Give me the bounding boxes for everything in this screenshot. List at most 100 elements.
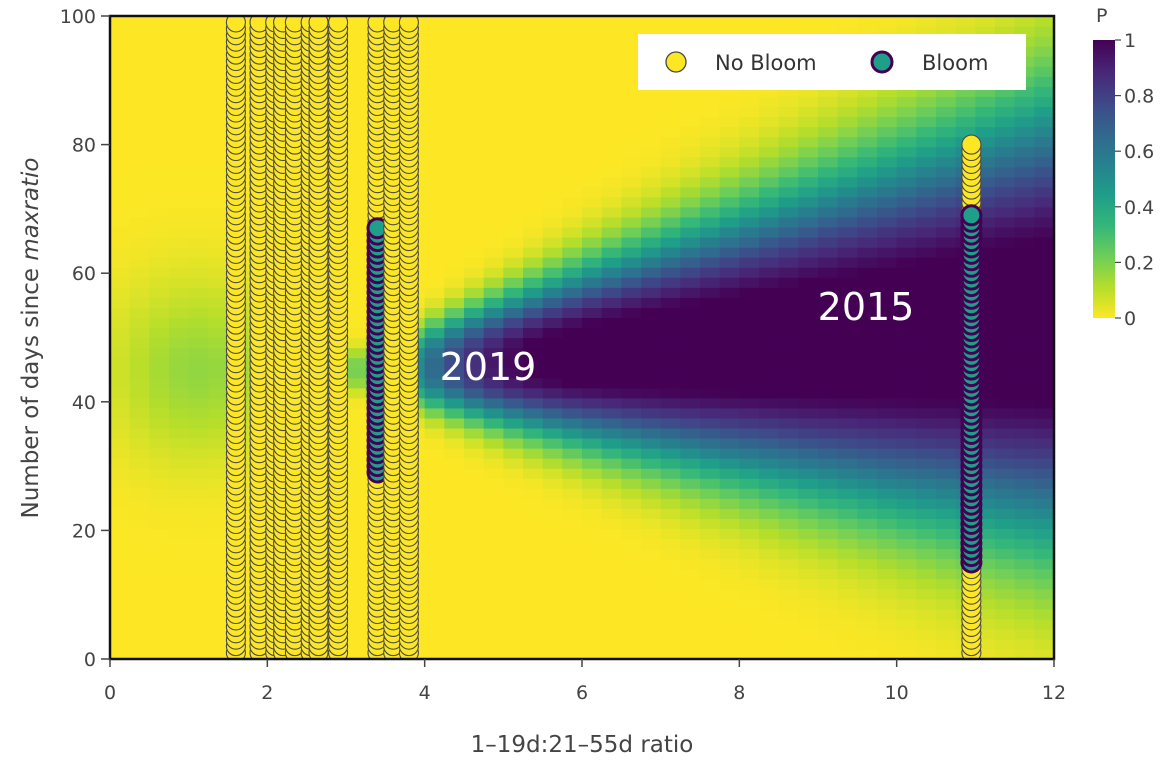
heatmap-cell: [601, 648, 622, 659]
heatmap-cell: [680, 468, 701, 479]
heatmap-cell: [936, 478, 957, 489]
heatmap-cell: [346, 26, 367, 37]
heatmap-cell: [582, 76, 603, 87]
heatmap-cell: [680, 297, 701, 308]
heatmap-cell: [759, 16, 780, 27]
heatmap-cell: [778, 237, 799, 248]
heatmap-cell: [641, 548, 662, 560]
heatmap-cell: [523, 387, 544, 399]
heatmap-cell: [660, 146, 681, 158]
heatmap-cell: [936, 237, 957, 248]
heatmap-cell: [149, 26, 170, 37]
heatmap-cell: [936, 558, 957, 570]
heatmap-cell: [700, 548, 721, 560]
heatmap-cell: [601, 377, 622, 389]
heatmap-cell: [601, 488, 622, 499]
heatmap-cell: [149, 478, 170, 489]
heatmap-cell: [916, 638, 937, 650]
heatmap-cell: [110, 156, 131, 168]
heatmap-cell: [975, 628, 996, 640]
heatmap-cell: [208, 46, 229, 57]
heatmap-cell: [857, 317, 878, 329]
heatmap-cell: [503, 317, 524, 329]
heatmap-cell: [169, 206, 190, 218]
heatmap-cell: [1034, 468, 1054, 479]
heatmap-cell: [837, 337, 858, 349]
heatmap-cell: [877, 317, 898, 329]
heatmap-cell: [542, 277, 563, 288]
heatmap-cell: [719, 558, 740, 570]
heatmap-cell: [562, 437, 583, 449]
heatmap-cell: [995, 237, 1016, 248]
heatmap-cell: [778, 216, 799, 228]
heatmap-cell: [1014, 297, 1035, 308]
heatmap-cell: [424, 287, 445, 298]
heatmap-cell: [818, 226, 839, 238]
heatmap-cell: [149, 598, 170, 610]
heatmap-cell: [601, 46, 622, 57]
heatmap-cell: [542, 417, 563, 429]
heatmap-cell: [719, 618, 740, 630]
heatmap-cell: [582, 136, 603, 148]
heatmap-cell: [1014, 498, 1035, 509]
heatmap-cell: [818, 96, 839, 108]
heatmap-cell: [837, 126, 858, 138]
heatmap-cell: [857, 648, 878, 659]
heatmap-cell: [1014, 347, 1035, 359]
heatmap-cell: [188, 478, 209, 489]
heatmap-cell: [601, 116, 622, 128]
annotation-2015: 2015: [818, 285, 915, 329]
heatmap-cell: [936, 156, 957, 168]
heatmap-cell: [424, 347, 445, 359]
heatmap-cell: [621, 337, 642, 349]
heatmap-cell: [346, 347, 367, 359]
heatmap-cell: [483, 56, 504, 67]
heatmap-cell: [346, 578, 367, 590]
heatmap-cell: [582, 287, 603, 298]
heatmap-cell: [916, 498, 937, 509]
heatmap-cell: [818, 488, 839, 499]
heatmap-cell: [483, 46, 504, 57]
heatmap-cell: [169, 417, 190, 429]
heatmap-cell: [818, 136, 839, 148]
heatmap-cell: [208, 176, 229, 188]
x-tick-label: 10: [885, 682, 909, 704]
heatmap-cell: [995, 528, 1016, 540]
heatmap-cell: [936, 247, 957, 258]
heatmap-cell: [660, 156, 681, 168]
heatmap-cell: [877, 196, 898, 208]
heatmap-cell: [857, 498, 878, 509]
heatmap-cell: [641, 156, 662, 168]
heatmap-cell: [582, 146, 603, 158]
heatmap-cell: [188, 518, 209, 529]
heatmap-cell: [975, 337, 996, 349]
heatmap-cell: [975, 498, 996, 509]
heatmap-cell: [857, 458, 878, 469]
heatmap-cell: [700, 488, 721, 499]
heatmap-cell: [916, 528, 937, 540]
heatmap-cell: [208, 247, 229, 258]
heatmap-cell: [936, 458, 957, 469]
heatmap-cell: [759, 96, 780, 108]
heatmap-cell: [877, 166, 898, 178]
heatmap-cell: [346, 367, 367, 379]
heatmap-cell: [818, 548, 839, 560]
heatmap-cell: [562, 397, 583, 409]
heatmap-cell: [464, 166, 485, 178]
heatmap-cell: [641, 226, 662, 238]
heatmap-cell: [719, 387, 740, 399]
heatmap-cell: [523, 608, 544, 620]
heatmap-cell: [700, 146, 721, 158]
heatmap-cell: [975, 146, 996, 158]
heatmap-cell: [464, 186, 485, 198]
heatmap-cell: [346, 267, 367, 278]
heatmap-cell: [995, 598, 1016, 610]
heatmap-cell: [601, 448, 622, 459]
heatmap-cell: [523, 468, 544, 479]
heatmap-cell: [188, 186, 209, 198]
heatmap-cell: [995, 498, 1016, 509]
heatmap-cell: [1034, 588, 1054, 600]
heatmap-cell: [818, 628, 839, 640]
heatmap-cell: [1034, 216, 1054, 228]
heatmap-cell: [208, 397, 229, 409]
